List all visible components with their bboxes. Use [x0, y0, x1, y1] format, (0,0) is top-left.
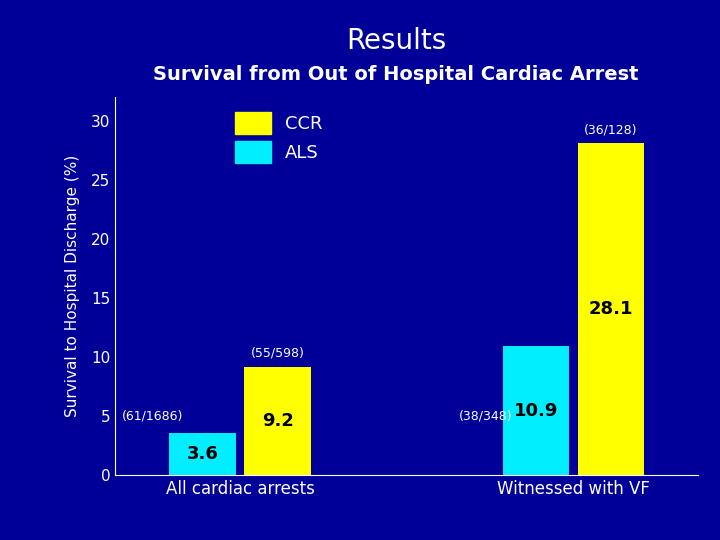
Text: (36/128): (36/128) — [584, 123, 638, 136]
Text: 9.2: 9.2 — [262, 412, 294, 430]
Text: 10.9: 10.9 — [514, 402, 558, 420]
Text: (38/348): (38/348) — [459, 410, 513, 423]
Legend: CCR, ALS: CCR, ALS — [229, 106, 328, 168]
Text: Results: Results — [346, 27, 446, 55]
Y-axis label: Survival to Hospital Discharge (%): Survival to Hospital Discharge (%) — [65, 155, 80, 417]
Bar — [244, 367, 311, 475]
Text: (61/1686): (61/1686) — [122, 410, 184, 423]
Text: 28.1: 28.1 — [589, 300, 633, 318]
Text: Survival from Out of Hospital Cardiac Arrest: Survival from Out of Hospital Cardiac Ar… — [153, 65, 639, 84]
Text: (55/598): (55/598) — [251, 347, 305, 360]
Bar — [577, 143, 644, 475]
Text: 3.6: 3.6 — [186, 445, 219, 463]
Bar — [169, 433, 236, 475]
Bar — [503, 347, 570, 475]
